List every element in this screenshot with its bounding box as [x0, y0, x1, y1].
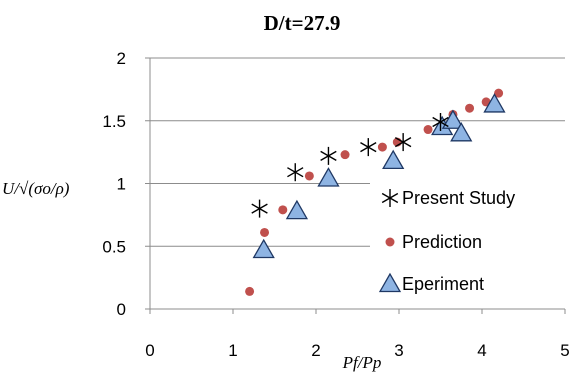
asterisk-point: [360, 138, 377, 157]
series-triangle: [252, 93, 506, 259]
circle-point: [278, 205, 288, 215]
triangle-point: [441, 109, 465, 129]
y-tick-label: 0.5: [102, 237, 126, 256]
asterisk-point: [251, 199, 268, 218]
y-axis-label: U/√(σo/ρ): [2, 179, 70, 198]
legend-item: Prediction: [385, 232, 482, 252]
circle-point: [465, 103, 475, 113]
circle-point: [340, 150, 350, 160]
circle-point: [304, 171, 314, 181]
circle-point: [377, 142, 387, 152]
legend-triangle-icon: [378, 272, 402, 293]
legend-item: Eperiment: [378, 272, 484, 294]
y-tick-label: 1: [117, 175, 126, 194]
y-tick-label: 2: [117, 49, 126, 68]
triangle-point: [252, 238, 275, 259]
asterisk-point: [287, 163, 304, 182]
chart-title: D/t=27.9: [264, 11, 341, 35]
x-tick-label: 3: [394, 341, 403, 360]
triangle-point: [317, 167, 340, 187]
circle-point: [423, 125, 433, 135]
x-tick-label: 1: [228, 341, 237, 360]
x-tick-label: 4: [477, 341, 486, 360]
asterisk-point: [320, 146, 337, 165]
asterisk-point: [394, 133, 412, 152]
triangle-point: [483, 93, 506, 113]
triangle-point: [285, 199, 309, 220]
legend-label: Eperiment: [402, 274, 484, 294]
tick-labels: 0 0.5 1 1.5 2 0 1 2 3 4 5: [102, 49, 569, 360]
circle-point: [245, 286, 255, 296]
legend-background: [370, 172, 565, 302]
circle-point: [260, 227, 270, 237]
y-tick-label: 0: [117, 300, 126, 319]
axes: [145, 57, 566, 314]
x-tick-label: 5: [560, 341, 569, 360]
data-marks: [245, 88, 506, 296]
x-tick-label: 0: [145, 341, 154, 360]
y-tick-label: 1.5: [102, 112, 126, 131]
legend-asterisk-icon: [381, 189, 399, 207]
triangle-point: [382, 149, 405, 170]
legend-circle-icon: [385, 237, 395, 247]
legend-label: Prediction: [402, 232, 482, 252]
legend-label: Present Study: [402, 188, 515, 208]
legend-item: Present Study: [381, 188, 515, 208]
x-tick-label: 2: [311, 341, 320, 360]
legend: Present Study Prediction Eperiment: [370, 172, 565, 302]
circle-point: [494, 88, 504, 98]
asterisk-point: [432, 113, 449, 132]
triangle-point: [450, 121, 473, 142]
series-asterisk: [251, 113, 449, 218]
x-axis-label: Pf/Pp: [342, 353, 382, 372]
